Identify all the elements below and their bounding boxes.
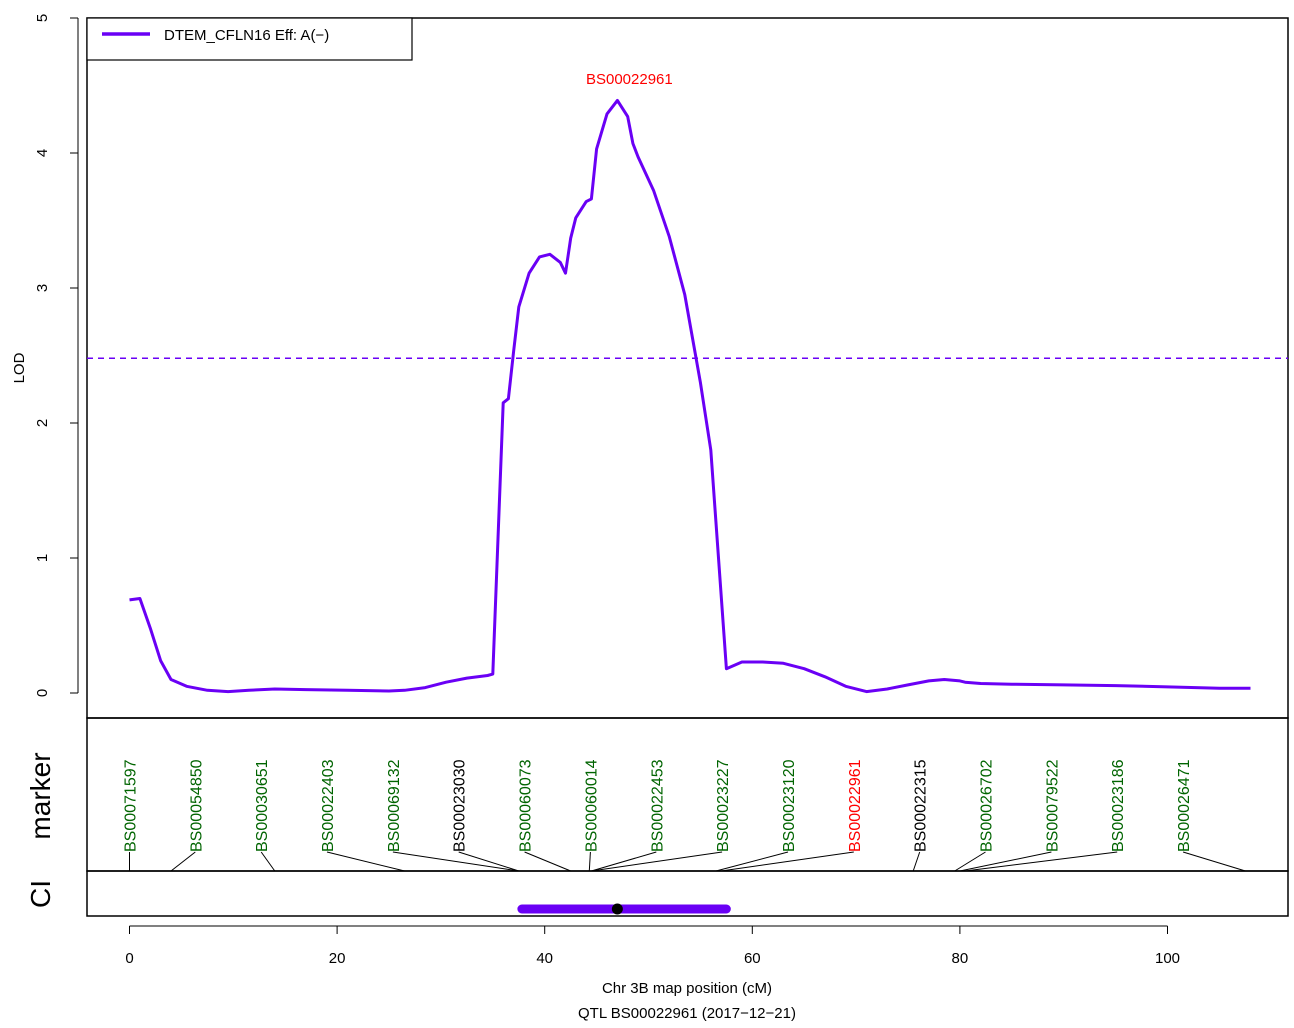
marker-label: BS00030651 [254,759,271,852]
marker-connector [392,851,519,872]
legend-label: DTEM_CFLN16 Eff: A(−) [164,27,329,44]
y-tick-label: 0 [34,689,51,697]
marker-connector [458,851,519,872]
ci-track-label: CI [25,880,56,908]
marker-label: BS00079522 [1044,759,1061,852]
marker-label: BS00022453 [649,759,666,852]
marker-connector [524,851,571,872]
x-tick-label: 20 [329,950,346,967]
x-tick-label: 0 [125,950,133,967]
marker-label: BS00023120 [781,759,798,852]
ci-track-frame [86,870,1289,917]
y-tick-label: 2 [34,419,51,427]
x-tick-label: 80 [952,950,969,967]
ci-point [611,903,623,915]
marker-label: BS00060073 [518,759,535,852]
lod-curve [129,98,1251,694]
marker-label: BS00026471 [1176,759,1193,852]
x-axis-label: Chr 3B map position (cM) [602,980,772,997]
marker-connector [965,851,1118,872]
lod-plot-frame [86,17,1289,719]
y-axis: 0 1 2 3 4 5 [34,14,79,697]
y-tick-label: 5 [34,14,51,22]
marker-connector [260,851,276,872]
marker-connector [1182,851,1246,872]
marker-connector [954,851,986,872]
marker-label: BS00060014 [583,759,600,852]
y-tick-label: 3 [34,284,51,292]
marker-connector [326,851,405,872]
marker-label: BS00022961 [847,759,864,852]
marker-label: BS00054850 [188,759,205,852]
ci-layer [517,903,731,915]
marker-label: BS00026702 [979,759,996,852]
x-axis: 0 20 40 60 80 100 [125,925,1180,967]
peak-label: BS00022961 [586,71,673,88]
marker-connector [591,851,657,872]
y-axis-label: LOD [11,352,28,383]
y-tick-label: 1 [34,554,51,562]
marker-connector [721,851,854,872]
marker-label: BS00022315 [913,759,930,852]
legend-box [86,17,413,61]
marker-track-label: marker [25,752,56,839]
marker-connector [959,851,1052,872]
marker-connector [591,851,723,872]
marker-connector [912,851,921,872]
marker-connector [170,851,196,872]
marker-label: BS00022403 [320,759,337,852]
series-layer [129,98,1251,694]
marker-label: BS00023227 [715,759,732,852]
marker-layer: BS00071597 BS00054850 BS00030651 BS00022403… [123,759,1246,872]
y-tick-label: 4 [34,149,51,157]
legend: DTEM_CFLN16 Eff: A(−) [86,17,413,61]
x-tick-label: 100 [1155,950,1180,967]
marker-connector [588,851,591,872]
x-tick-label: 60 [744,950,761,967]
marker-label: BS00071597 [123,759,140,852]
marker-label: BS00023186 [1110,759,1127,852]
marker-label: BS00023030 [452,759,469,852]
marker-connector [715,851,789,872]
chart-subtitle: QTL BS00022961 (2017−12−21) [578,1005,796,1022]
marker-label: BS00069132 [386,759,403,852]
x-tick-label: 40 [536,950,553,967]
